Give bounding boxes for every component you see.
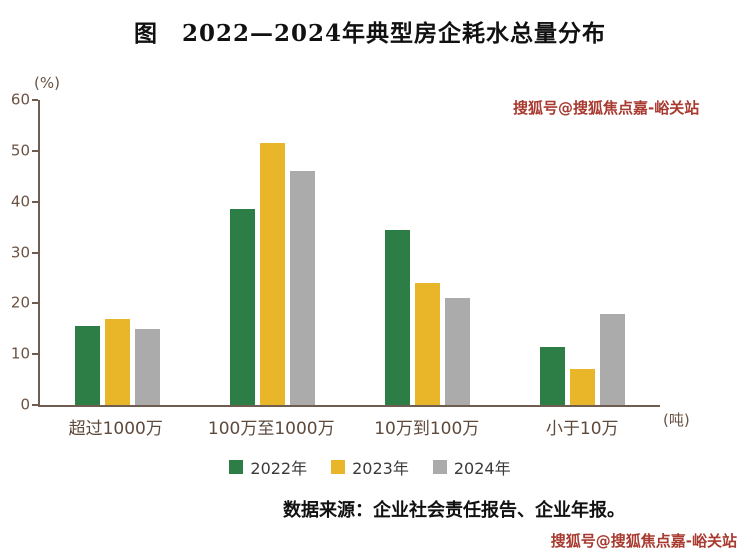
x-category-label: 100万至1000万 <box>207 419 335 439</box>
y-axis-unit: (%) <box>34 74 60 92</box>
bar-2022年-100万至1000万 <box>230 209 255 405</box>
bar-2022年-10万到100万 <box>385 229 410 405</box>
bar-2024年-超过1000万 <box>135 328 160 405</box>
y-tick-mark <box>32 149 38 152</box>
y-tick-mark <box>32 302 38 305</box>
x-category-label: 小于10万 <box>545 419 619 439</box>
legend-label: 2022年 <box>250 459 308 478</box>
bar-2023年-超过1000万 <box>105 318 130 405</box>
bar-2024年-10万到100万 <box>445 298 470 405</box>
y-tick-label: 40 <box>10 192 30 211</box>
bar-2022年-超过1000万 <box>75 326 100 405</box>
chart-title: 图 2022—2024年典型房企耗水总量分布 <box>133 20 607 47</box>
bar-group <box>350 100 505 405</box>
y-tick-mark <box>32 404 38 406</box>
y-tick-label: 60 <box>10 90 30 109</box>
y-tick-label: 30 <box>10 243 30 261</box>
legend-label: 2023年 <box>352 459 409 478</box>
y-tick-label: 10 <box>10 344 30 363</box>
y-tick-label: 0 <box>20 395 30 414</box>
x-axis-unit: (吨) <box>663 411 690 429</box>
bar-groups <box>40 100 660 405</box>
watermark-top: 搜狐号@搜狐焦点嘉-峪关站 <box>513 99 700 117</box>
legend-swatch <box>432 460 447 474</box>
bar-2023年-100万至1000万 <box>260 143 285 405</box>
y-tick-mark <box>32 99 38 101</box>
bar-2024年-100万至1000万 <box>290 171 315 405</box>
bar-2023年-小于10万 <box>570 369 595 405</box>
legend-item: 2024年 <box>432 455 511 479</box>
legend-item: 2023年 <box>331 455 409 479</box>
bar-2023年-10万到100万 <box>415 283 440 405</box>
legend-label: 2024年 <box>453 459 511 478</box>
legend-swatch <box>229 460 244 474</box>
data-source: 数据来源：企业社会责任报告、企业年报。 <box>283 500 625 521</box>
y-tick-label: 50 <box>10 141 30 160</box>
y-tick-label: 20 <box>10 293 30 312</box>
x-axis-labels: 超过1000万 100万至1000万 10万到100万 小于10万 <box>38 414 660 439</box>
legend: 2022年 2023年 2024年 <box>0 455 740 479</box>
bar-2024年-小于10万 <box>600 313 625 405</box>
y-tick-mark <box>32 200 38 203</box>
x-category-label: 10万到100万 <box>374 419 480 439</box>
plot-area: 0 10 20 30 40 50 60 <box>11 92 660 412</box>
legend-swatch <box>331 460 346 474</box>
bar-group <box>40 100 195 405</box>
legend-item: 2022年 <box>229 455 307 479</box>
bar-group <box>505 100 660 405</box>
y-tick-mark <box>32 251 38 254</box>
bar-2022年-小于10万 <box>540 346 565 405</box>
bar-group <box>195 100 350 405</box>
watermark-bottom: 搜狐号@搜狐焦点嘉-峪关站 <box>550 532 737 550</box>
y-tick-mark <box>32 353 38 356</box>
x-category-label: 超过1000万 <box>68 419 163 439</box>
